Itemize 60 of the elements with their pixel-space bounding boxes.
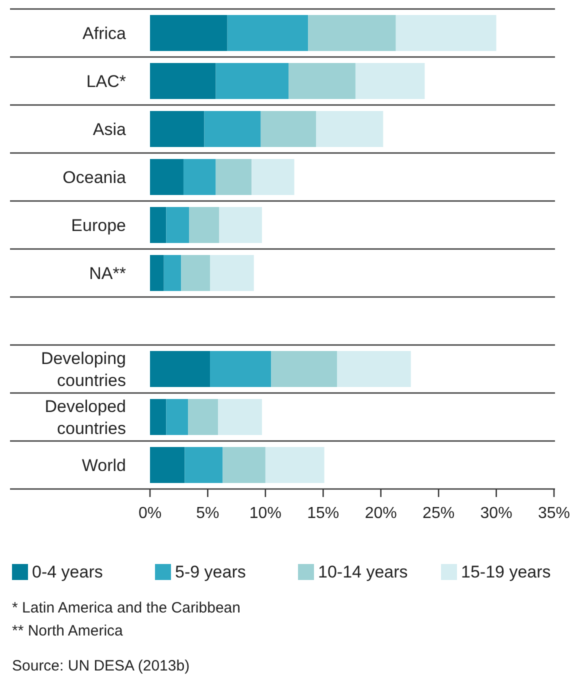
y-tick-label: Europe xyxy=(71,216,126,234)
legend-label: 0-4 years xyxy=(32,562,103,582)
bar xyxy=(188,399,218,435)
bar xyxy=(166,207,190,243)
bar xyxy=(265,447,324,483)
bar xyxy=(164,255,182,291)
x-tick-label: 5% xyxy=(196,505,220,522)
bar xyxy=(355,63,425,99)
source-note: Source: UN DESA (2013b) xyxy=(12,658,190,674)
y-tick-label: NA** xyxy=(89,264,126,282)
y-tick-label: Oceania xyxy=(62,168,127,186)
bar xyxy=(336,351,411,387)
bar xyxy=(150,351,210,387)
x-tick-label: 20% xyxy=(364,505,397,522)
x-tick-label: 30% xyxy=(480,505,512,522)
y-tick-label: LAC* xyxy=(86,72,126,90)
bar xyxy=(150,207,166,243)
bar xyxy=(216,63,289,99)
bar xyxy=(204,111,261,147)
y-tick-label: Developing countries xyxy=(40,348,126,390)
legend-label: 5-9 years xyxy=(175,562,246,582)
x-tick-label: 35% xyxy=(538,505,570,522)
x-tick-label: 0% xyxy=(138,505,162,522)
bar xyxy=(288,63,356,99)
x-tick-label: 10% xyxy=(249,505,282,522)
bar xyxy=(184,447,223,483)
bar xyxy=(396,15,496,51)
y-tick-label: Developed countries xyxy=(44,396,126,438)
y-tick-label: Africa xyxy=(82,24,127,42)
bar xyxy=(189,207,220,243)
bar xyxy=(216,159,252,195)
bar xyxy=(271,351,337,387)
legend-label: 10-14 years xyxy=(318,562,408,582)
bar xyxy=(222,447,266,483)
bar xyxy=(150,111,204,147)
text: * Latin America and the Caribbean xyxy=(12,600,240,616)
bar xyxy=(308,15,396,51)
bar xyxy=(166,399,188,435)
bar xyxy=(252,159,294,195)
bar xyxy=(181,255,210,291)
bar xyxy=(210,351,272,387)
bar xyxy=(260,111,316,147)
bar xyxy=(210,255,254,291)
bar xyxy=(150,15,228,51)
bar xyxy=(218,399,262,435)
bar xyxy=(219,207,262,243)
bar xyxy=(150,159,184,195)
bar xyxy=(150,255,164,291)
bar xyxy=(227,15,308,51)
x-tick-label: 25% xyxy=(422,505,455,522)
x-tick-label: 15% xyxy=(307,505,340,522)
y-tick-label: World xyxy=(82,456,126,474)
legend-label: 15-19 years xyxy=(461,562,551,582)
bar xyxy=(183,159,216,195)
bar xyxy=(150,63,216,99)
bar xyxy=(150,447,185,483)
y-tick-label: Asia xyxy=(92,120,127,138)
text: ** North America xyxy=(12,622,124,640)
bar xyxy=(316,111,384,147)
bar xyxy=(150,399,166,435)
